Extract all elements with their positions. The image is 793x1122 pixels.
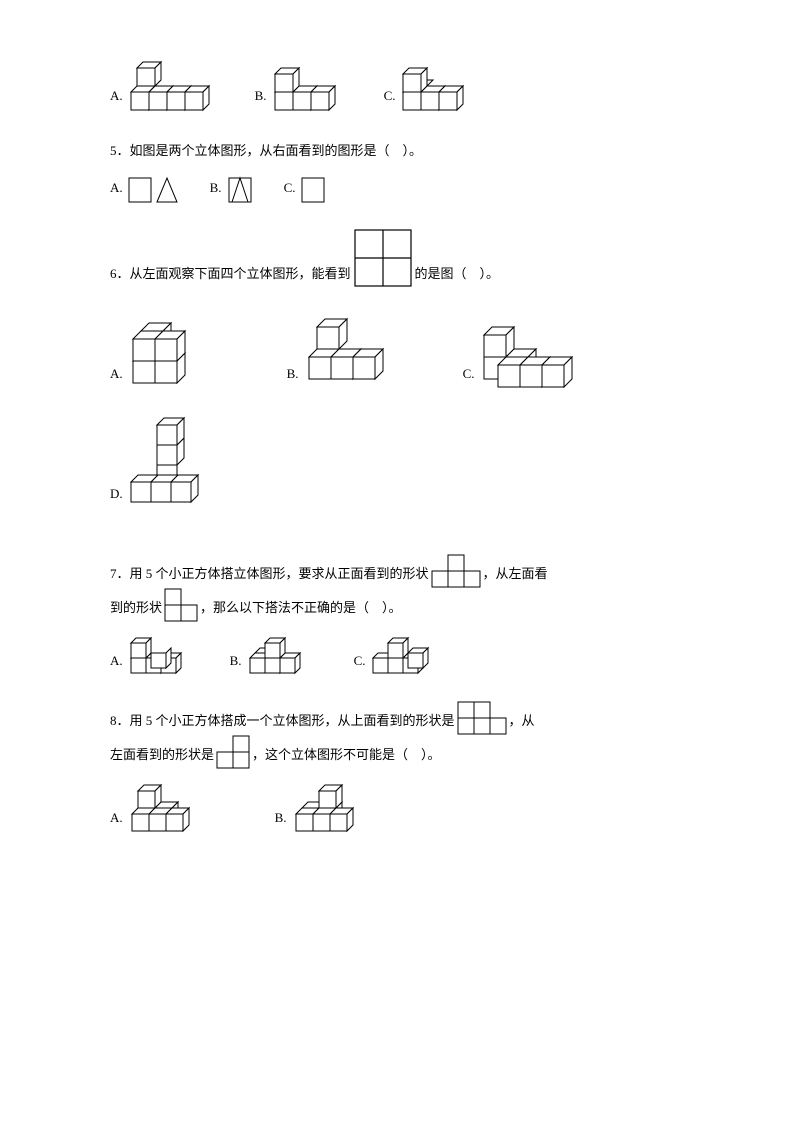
- q6-c-label: C.: [463, 360, 475, 389]
- q6-post: 的是图（ ）。: [415, 260, 500, 289]
- q8-pre: 8．用 5 个小正方体搭成一个立体图形，从上面看到的形状是: [110, 707, 455, 736]
- question-7: 7．用 5 个小正方体搭立体图形，要求从正面看到的形状 ，从左面看 到的形状: [110, 554, 683, 677]
- q7-options: A. B.: [110, 632, 683, 677]
- q7-option-a: A.: [110, 632, 202, 677]
- question-4-options: A. B.: [110, 58, 683, 113]
- q7-line2pre: 到的形状: [110, 594, 162, 623]
- q4-options-row: A. B.: [110, 58, 683, 113]
- cube-figure-icon: [246, 632, 326, 677]
- grid-2x2-icon: [353, 228, 413, 288]
- q5-options-row: A. B. C.: [110, 174, 683, 205]
- cube-figure-icon: [291, 779, 386, 834]
- q6-a-label: A.: [110, 360, 123, 389]
- q5-text: 5．如图是两个立体图形，从右面看到的图形是（ ）。: [110, 137, 683, 166]
- q6-pre: 6．从左面观察下面四个立体图形，能看到: [110, 260, 351, 289]
- q5-option-a: A.: [110, 174, 182, 205]
- q6-d-label: D.: [110, 480, 123, 509]
- q7-option-b: B.: [230, 632, 326, 677]
- q8-option-a: A.: [110, 779, 217, 834]
- cube-figure-icon: [369, 632, 449, 677]
- cube-figure-icon: [478, 300, 588, 390]
- q8-a-label: A.: [110, 804, 123, 833]
- q8-option-b: B.: [275, 779, 386, 834]
- q8-post: ，从: [509, 707, 535, 736]
- q6-options: A. B.: [110, 300, 683, 530]
- q7-line1: 7．用 5 个小正方体搭立体图形，要求从正面看到的形状 ，从左面看: [110, 554, 683, 588]
- q8-line2post: ，这个立体图形不可能是（ ）。: [252, 741, 441, 770]
- cube-figure-icon: [127, 58, 227, 113]
- q4-a-label: A.: [110, 82, 123, 111]
- q7-line2post: ，那么以下搭法不正确的是（ ）。: [200, 594, 402, 623]
- q7-line2: 到的形状 ，那么以下搭法不正确的是（ ）。: [110, 588, 683, 622]
- q4-option-b: B.: [255, 58, 356, 113]
- q8-line2pre: 左面看到的形状是: [110, 741, 214, 770]
- q8-line1: 8．用 5 个小正方体搭成一个立体图形，从上面看到的形状是 ，从: [110, 701, 683, 735]
- q6-option-a: A.: [110, 300, 227, 390]
- cube-figure-icon: [127, 632, 202, 677]
- cube-figure-icon: [303, 300, 403, 390]
- q7-pre: 7．用 5 个小正方体搭立体图形，要求从正面看到的形状: [110, 560, 429, 589]
- shape-icon: [226, 174, 256, 204]
- cube-figure-icon: [127, 779, 217, 834]
- q6-option-d: D.: [110, 410, 227, 510]
- q7-option-c: C.: [354, 632, 450, 677]
- q4-c-label: C.: [384, 82, 396, 111]
- q5-a-label: A.: [110, 174, 123, 203]
- question-8: 8．用 5 个小正方体搭成一个立体图形，从上面看到的形状是 ，从 左面看到的形状…: [110, 701, 683, 834]
- q8-options: A. B.: [110, 779, 683, 834]
- shape-icon: [127, 174, 182, 204]
- shape-icon: [299, 174, 329, 204]
- q8-b-label: B.: [275, 804, 287, 833]
- q5-option-c: C.: [284, 174, 330, 205]
- q6-option-b: B.: [287, 300, 403, 390]
- front-view-icon: [431, 554, 481, 588]
- q5-option-b: B.: [210, 174, 256, 205]
- page: A. B.: [0, 0, 793, 908]
- question-5: 5．如图是两个立体图形，从右面看到的图形是（ ）。 A. B.: [110, 137, 683, 204]
- q7-b-label: B.: [230, 647, 242, 676]
- q6-line: 6．从左面观察下面四个立体图形，能看到 的是图（ ）。: [110, 228, 683, 288]
- q6-b-label: B.: [287, 360, 299, 389]
- q4-b-label: B.: [255, 82, 267, 111]
- q8-line2: 左面看到的形状是 ，这个立体图形不可能是（ ）。: [110, 735, 683, 769]
- cube-figure-icon: [127, 410, 227, 510]
- left-view-icon: [164, 588, 198, 622]
- q7-c-label: C.: [354, 647, 366, 676]
- q7-mid: ，从左面看: [483, 560, 548, 589]
- q6-option-c: C.: [463, 300, 589, 390]
- q5-c-label: C.: [284, 174, 296, 203]
- q7-a-label: A.: [110, 647, 123, 676]
- q5-b-label: B.: [210, 174, 222, 203]
- top-view-icon: [457, 701, 507, 735]
- left-view-icon: [216, 735, 250, 769]
- q4-option-c: C.: [384, 58, 485, 113]
- cube-figure-icon: [271, 58, 356, 113]
- q4-option-a: A.: [110, 58, 227, 113]
- cube-figure-icon: [399, 58, 484, 113]
- question-6: 6．从左面观察下面四个立体图形，能看到 的是图（ ）。 A.: [110, 228, 683, 530]
- cube-figure-icon: [127, 300, 227, 390]
